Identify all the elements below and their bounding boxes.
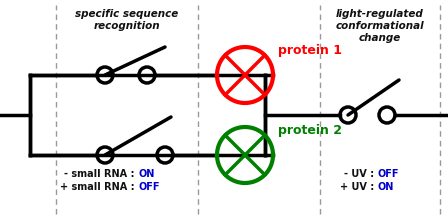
Text: change: change [359,33,401,43]
Text: ON: ON [378,182,394,192]
Text: + small RNA :: + small RNA : [60,182,138,192]
Text: - UV :: - UV : [345,169,378,179]
Text: OFF: OFF [378,169,400,179]
Text: protein 2: protein 2 [278,124,342,137]
Text: conformational: conformational [336,21,424,31]
Text: light-regulated: light-regulated [336,9,424,19]
Text: recognition: recognition [94,21,160,31]
Text: protein 1: protein 1 [278,44,342,57]
Text: - small RNA :: - small RNA : [64,169,138,179]
Text: + UV :: + UV : [340,182,378,192]
Text: OFF: OFF [138,182,159,192]
Text: ON: ON [138,169,155,179]
Text: specific sequence: specific sequence [75,9,179,19]
